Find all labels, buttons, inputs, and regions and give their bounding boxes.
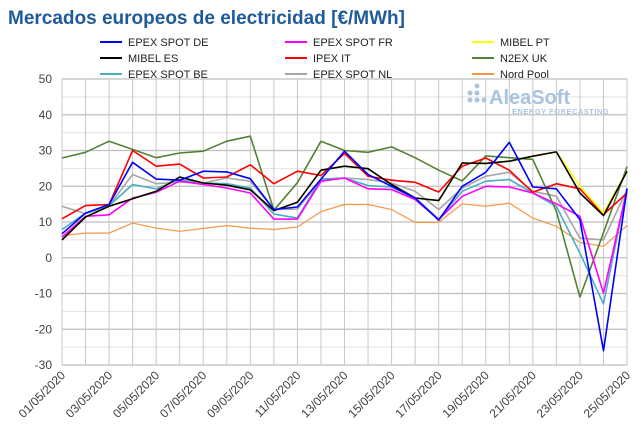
x-tick-label: 25/05/2020	[581, 368, 634, 421]
legend-label: MIBEL ES	[128, 53, 178, 65]
legend-label: EPEX SPOT NL	[313, 69, 392, 81]
series-line-mibel-es	[61, 151, 628, 241]
y-tick-label: -10	[35, 287, 53, 301]
x-tick-label: 23/05/2020	[534, 368, 587, 421]
y-tick-label: -30	[35, 358, 53, 372]
x-tick-label: 15/05/2020	[345, 368, 398, 421]
series-line-ipex-it	[61, 149, 628, 220]
logo-dots-icon	[467, 83, 487, 103]
series-line-nord-pool	[61, 202, 628, 247]
y-tick-label: 0	[45, 251, 52, 265]
y-tick-label: 40	[39, 108, 53, 122]
logo-tagline: ENERGY FORECASTING	[512, 107, 609, 116]
legend-label: EPEX SPOT DE	[128, 37, 209, 49]
series-line-epex-spot-de	[61, 141, 628, 352]
legend-label: MIBEL PT	[500, 37, 550, 49]
legend: EPEX SPOT DE EPEX SPOT FR MIBEL PT MIBEL ES…	[100, 37, 550, 81]
legend-label: Nord Pool	[500, 69, 549, 81]
x-tick-label: 21/05/2020	[487, 368, 540, 421]
x-tick-label: 07/05/2020	[157, 368, 210, 421]
x-axis: 01/05/202003/05/202005/05/202007/05/2020…	[16, 368, 634, 421]
x-tick-label: 17/05/2020	[392, 368, 445, 421]
x-tick-label: 09/05/2020	[204, 368, 257, 421]
series-lines	[61, 135, 628, 352]
x-tick-label: 13/05/2020	[298, 368, 351, 421]
y-tick-label: 30	[39, 144, 53, 158]
chart-title: Mercados europeos de electricidad [€/MWh…	[8, 8, 405, 29]
legend-label: IPEX IT	[313, 53, 351, 65]
y-tick-label: 10	[39, 215, 53, 229]
logo-name: AleaSoft	[489, 87, 570, 109]
x-tick-label: 19/05/2020	[440, 368, 493, 421]
y-tick-label: -20	[35, 322, 53, 336]
aleasoft-logo: AleaSoft ENERGY FORECASTING	[467, 83, 609, 116]
legend-label: EPEX SPOT FR	[313, 37, 393, 49]
legend-label: EPEX SPOT BE	[128, 69, 208, 81]
x-tick-label: 03/05/2020	[63, 368, 116, 421]
y-tick-label: 50	[39, 72, 53, 86]
y-tick-label: 20	[39, 179, 53, 193]
y-axis: -30 -20 -10 0 10 20 30 40 50	[35, 72, 53, 372]
x-tick-label: 01/05/2020	[16, 368, 69, 421]
x-tick-label: 11/05/2020	[252, 368, 304, 420]
x-tick-label: 05/05/2020	[110, 368, 163, 421]
legend-label: N2EX UK	[500, 53, 548, 65]
